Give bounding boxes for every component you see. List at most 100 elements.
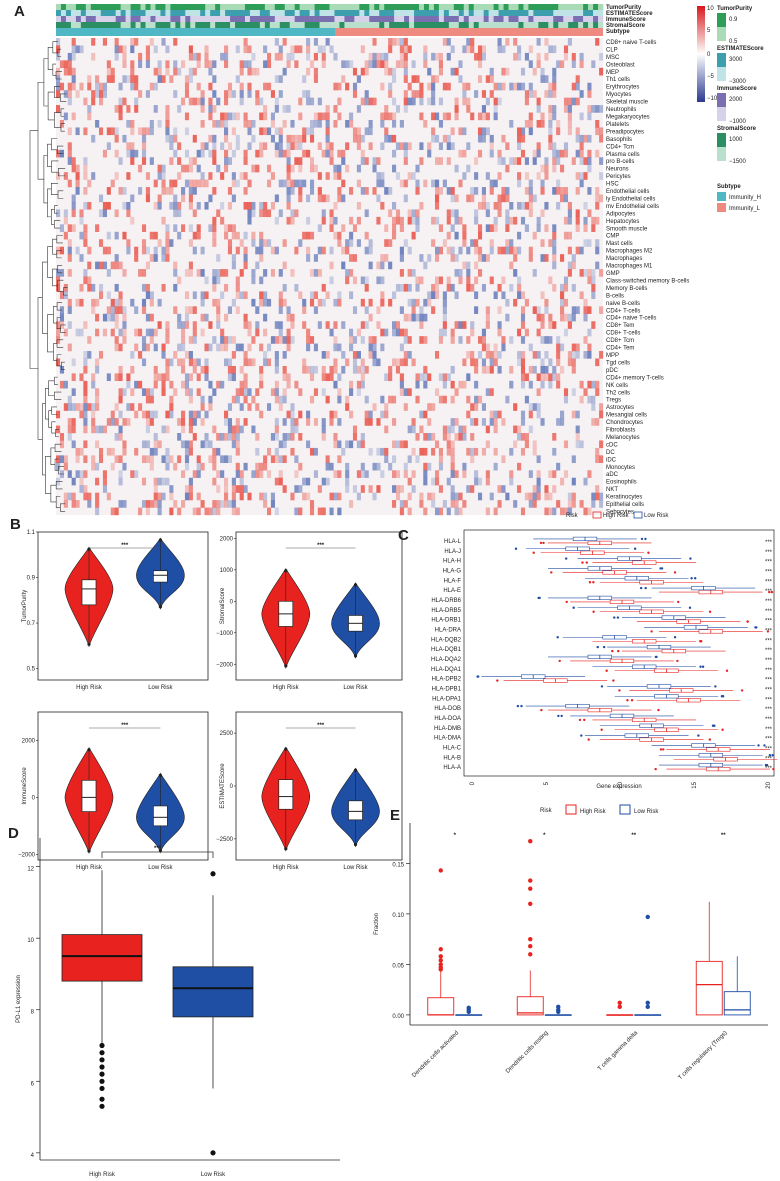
annotation-cell	[319, 22, 325, 28]
heatmap-cell	[181, 60, 186, 69]
heatmap-cell	[141, 388, 147, 396]
heatmap-cell	[224, 231, 229, 240]
heat-scale-tick: −10	[707, 96, 718, 102]
heatmap-cell	[356, 470, 361, 478]
heatmap-cell	[423, 261, 428, 270]
heatmap-row-label: CD4+ memory T-cells	[606, 375, 664, 381]
heatmap-cell	[239, 343, 244, 352]
heatmap-cell	[548, 90, 553, 98]
heatmap-cell	[286, 142, 291, 150]
heatmap-cell	[407, 492, 412, 501]
heatmap-cell	[337, 172, 342, 180]
heatmap-cell	[177, 231, 182, 240]
heatmap-cell	[466, 164, 471, 173]
annotation-cell	[150, 10, 156, 16]
heatmap-cell	[153, 440, 158, 449]
heatmap-cell	[427, 418, 432, 426]
heatmap-cell	[517, 246, 522, 255]
annotation-cell	[100, 22, 107, 28]
violin-ylabel: ImmuneScore	[22, 767, 28, 805]
heatmap-cell	[224, 157, 229, 165]
heatmap-cell	[583, 306, 588, 314]
heatmap-cell	[212, 507, 217, 516]
heatmap-cell	[220, 216, 225, 225]
annotation-cell	[478, 4, 484, 10]
annotation-cell	[518, 22, 524, 28]
heatmap-cell	[450, 462, 455, 471]
heatmap-cell	[83, 380, 88, 389]
annotation-cell	[135, 10, 141, 16]
heatmap-cell	[243, 149, 248, 158]
heatmap-cell	[251, 119, 256, 128]
hla-outlier	[587, 738, 590, 741]
annotation-cell	[563, 22, 569, 28]
annotation-cell	[80, 16, 87, 22]
heatmap-cell	[87, 179, 92, 188]
heatmap-cell	[571, 343, 576, 352]
heatmap-cell	[485, 351, 490, 359]
heatmap-cell	[349, 440, 354, 449]
heatmap-cell	[208, 403, 213, 411]
heatmap-cell	[552, 470, 557, 478]
heatmap-cell	[309, 395, 315, 404]
heatmap-cell	[536, 477, 541, 486]
heatmap-cell	[544, 298, 549, 307]
legend-swatch-light	[717, 67, 726, 81]
heatmap-cell	[188, 410, 193, 419]
annotation-cell	[200, 10, 206, 16]
heatmap-cell	[477, 254, 483, 262]
heatmap-cell	[106, 142, 111, 150]
heatmap-cell	[392, 500, 397, 508]
heatmap-cell	[306, 343, 311, 352]
heatmap-cell	[442, 380, 447, 389]
heatmap-cell	[309, 447, 315, 456]
heatmap-cell	[184, 440, 190, 449]
heatmap-cell	[579, 291, 584, 300]
heatmap-cell	[290, 269, 295, 277]
heatmap-cell	[544, 164, 549, 173]
heatmap-cell	[243, 231, 248, 240]
heatmap-cell	[384, 447, 389, 456]
heatmap-cell	[270, 492, 275, 501]
heatmap-cell	[442, 313, 447, 322]
heatmap-cell	[134, 470, 139, 478]
heatmap-cell	[220, 172, 225, 180]
heatmap-cell	[513, 298, 518, 307]
y-tick-label: 0.10	[392, 913, 404, 919]
heatmap-cell	[395, 172, 401, 180]
annotation-cell	[239, 10, 246, 16]
annotation-cell	[404, 4, 410, 10]
heatmap-cell	[587, 343, 592, 352]
heatmap-cell	[446, 157, 451, 165]
heatmap-cell	[169, 179, 174, 188]
heatmap-cell	[364, 395, 369, 404]
heatmap-cell	[485, 112, 490, 121]
heatmap-cell	[208, 440, 213, 449]
heatmap-cell	[399, 119, 404, 128]
heatmap-cell	[118, 298, 123, 307]
heatmap-cell	[431, 179, 436, 188]
heatmap-cell	[415, 380, 420, 389]
heatmap-cell	[114, 172, 119, 180]
heatmap-cell	[102, 82, 107, 91]
heatmap-cell	[384, 425, 389, 434]
heatmap-cell	[341, 246, 346, 255]
heatmap-cell	[356, 492, 361, 501]
heatmap-cell	[360, 462, 365, 471]
heatmap-cell	[306, 477, 311, 486]
violin-outlier	[87, 748, 91, 752]
heatmap-cell	[184, 75, 190, 83]
heatmap-cell	[286, 157, 291, 165]
heatmap-cell	[481, 403, 486, 411]
annotation-cell	[404, 16, 410, 22]
heatmap-cell	[306, 246, 311, 255]
y-tick-label: −1000	[216, 631, 234, 637]
heatmap-cell	[517, 134, 522, 143]
heatmap-cell	[333, 380, 338, 389]
heatmap-cell	[454, 254, 459, 262]
heatmap-cell	[278, 45, 283, 54]
heatmap-cell	[485, 365, 490, 374]
heatmap-cell	[524, 201, 529, 210]
heatmap-cell	[579, 112, 584, 121]
hla-outlier	[616, 616, 620, 619]
